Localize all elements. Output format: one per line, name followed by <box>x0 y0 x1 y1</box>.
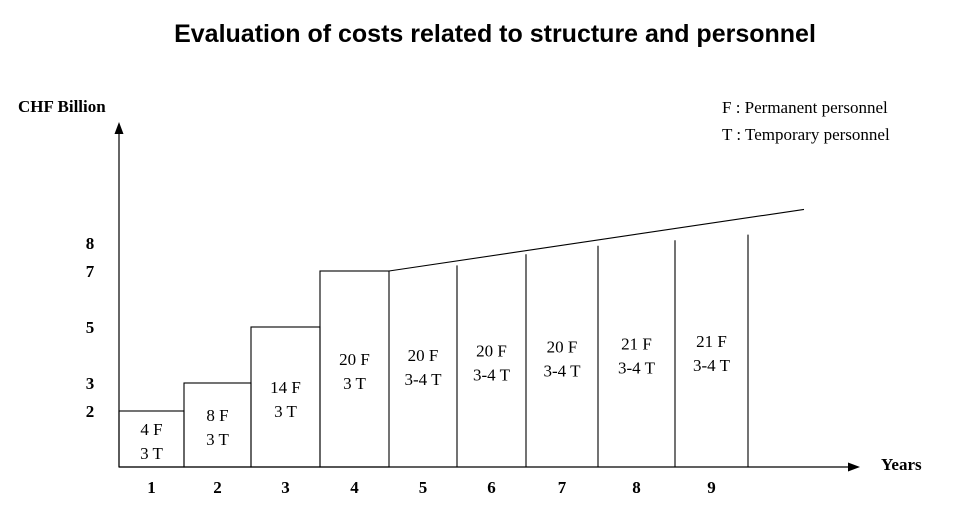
bar-label: 21 F <box>621 335 652 354</box>
bar <box>250 326 321 468</box>
bar-label: 20 F <box>476 342 507 361</box>
y-tick-label: 8 <box>86 234 95 253</box>
bar-label: 20 F <box>339 350 370 369</box>
x-tick-label: 5 <box>419 478 428 497</box>
bar-label: 3 T <box>274 402 297 421</box>
chart-title: Evaluation of costs related to structure… <box>174 20 816 48</box>
bar-label: 3-4 T <box>544 361 582 380</box>
bar-label: 14 F <box>270 378 301 397</box>
y-axis-label: CHF Billion <box>18 97 106 116</box>
x-tick-label: 9 <box>707 478 716 497</box>
x-axis-label: Years <box>881 455 922 474</box>
bar-label: 20 F <box>408 346 439 365</box>
x-tick-label: 3 <box>281 478 290 497</box>
bar-label: 3-4 T <box>693 356 731 375</box>
y-tick-label: 3 <box>86 374 95 393</box>
trend-line <box>388 208 805 272</box>
bar <box>319 270 390 468</box>
x-axis-arrow <box>848 462 860 472</box>
legend-temporary: T : Temporary personnel <box>722 125 890 144</box>
bar-label: 21 F <box>696 332 727 351</box>
x-tick-label: 8 <box>632 478 641 497</box>
bar-label: 3-4 T <box>618 359 656 378</box>
bar-label: 3-4 T <box>405 370 443 389</box>
bar-label: 4 F <box>140 420 162 439</box>
bar-label: 3 T <box>206 430 229 449</box>
x-tick-label: 7 <box>558 478 567 497</box>
y-tick-label: 5 <box>86 318 95 337</box>
bar-label: 20 F <box>547 337 578 356</box>
bar-label: 3 T <box>343 374 366 393</box>
bar-label: 3 T <box>140 444 163 463</box>
x-tick-label: 6 <box>487 478 496 497</box>
x-tick-label: 4 <box>350 478 359 497</box>
y-tick-label: 7 <box>86 262 95 281</box>
y-tick-label: 2 <box>86 402 95 421</box>
bar-label: 3-4 T <box>473 366 511 385</box>
bar <box>183 382 252 468</box>
bar-label: 8 F <box>206 406 228 425</box>
legend-permanent: F : Permanent personnel <box>722 98 888 117</box>
y-axis-arrow <box>114 122 124 134</box>
x-tick-label: 2 <box>213 478 222 497</box>
x-tick-label: 1 <box>147 478 156 497</box>
